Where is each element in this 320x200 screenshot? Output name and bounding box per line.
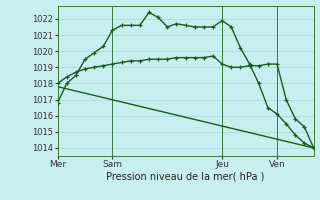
X-axis label: Pression niveau de la mer( hPa ): Pression niveau de la mer( hPa ) [107,172,265,182]
